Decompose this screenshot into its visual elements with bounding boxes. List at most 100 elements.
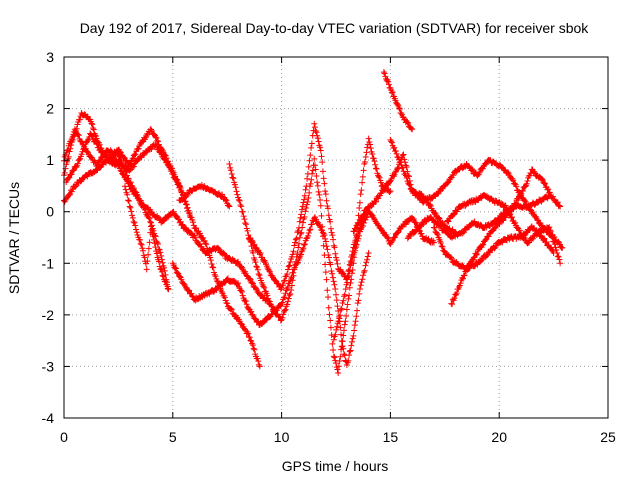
data-point bbox=[303, 183, 310, 190]
data-point bbox=[170, 208, 177, 215]
data-point bbox=[367, 145, 374, 152]
data-point bbox=[399, 152, 406, 159]
x-tick-label: 5 bbox=[169, 429, 177, 445]
data-point bbox=[325, 304, 332, 311]
data-point bbox=[193, 225, 200, 232]
data-point bbox=[396, 105, 403, 112]
data-point bbox=[355, 235, 362, 242]
data-point bbox=[116, 154, 123, 161]
data-point bbox=[449, 301, 456, 308]
data-point bbox=[249, 237, 256, 244]
data-point bbox=[322, 269, 329, 276]
data-point bbox=[360, 269, 367, 276]
data-point bbox=[284, 266, 291, 273]
data-point bbox=[322, 261, 329, 268]
data-point bbox=[354, 300, 361, 307]
data-point bbox=[203, 241, 210, 248]
data-point bbox=[325, 205, 332, 212]
data-point bbox=[508, 214, 515, 221]
data-point bbox=[344, 279, 351, 286]
data-point bbox=[292, 262, 299, 269]
data-point bbox=[181, 281, 188, 288]
data-point bbox=[166, 163, 173, 170]
data-point bbox=[373, 165, 380, 172]
data-point bbox=[356, 285, 363, 292]
data-point bbox=[304, 175, 311, 182]
data-point bbox=[291, 266, 298, 273]
data-point bbox=[371, 158, 378, 165]
data-point bbox=[502, 202, 509, 209]
data-point bbox=[355, 212, 362, 219]
data-point bbox=[148, 127, 155, 134]
data-point bbox=[364, 213, 371, 220]
data-point bbox=[340, 332, 347, 339]
data-point bbox=[473, 250, 480, 257]
data-point bbox=[144, 258, 151, 265]
data-point bbox=[332, 285, 339, 292]
series-5 bbox=[176, 181, 233, 210]
y-tick-label: -2 bbox=[42, 307, 55, 323]
data-point bbox=[431, 224, 438, 231]
data-point bbox=[358, 279, 365, 286]
data-point bbox=[237, 202, 244, 209]
data-point bbox=[363, 149, 370, 156]
data-point bbox=[322, 188, 329, 195]
data-point bbox=[314, 179, 321, 186]
data-point bbox=[268, 302, 275, 309]
data-point bbox=[332, 331, 339, 338]
data-point bbox=[319, 168, 326, 175]
data-point bbox=[459, 275, 466, 282]
y-tick-label: -3 bbox=[42, 358, 55, 374]
data-point bbox=[287, 259, 294, 266]
data-point bbox=[284, 298, 291, 305]
data-point bbox=[249, 279, 256, 286]
data-point bbox=[320, 230, 327, 237]
data-point bbox=[224, 300, 231, 307]
data-point bbox=[482, 236, 489, 243]
data-point bbox=[511, 180, 518, 187]
data-point bbox=[296, 240, 303, 247]
data-point bbox=[552, 244, 559, 251]
data-point bbox=[306, 189, 313, 196]
data-point bbox=[94, 141, 101, 148]
data-point bbox=[397, 159, 404, 166]
data-point bbox=[375, 173, 382, 180]
data-point bbox=[364, 256, 371, 263]
data-point bbox=[324, 246, 331, 253]
data-point bbox=[284, 271, 291, 278]
data-point bbox=[346, 292, 353, 299]
data-point bbox=[292, 258, 299, 265]
data-point bbox=[266, 267, 273, 274]
data-point bbox=[383, 77, 390, 84]
data-point bbox=[358, 187, 365, 194]
data-point bbox=[136, 236, 143, 243]
data-point bbox=[334, 366, 341, 373]
axis-ticks: 0 5 10 15 20 25 -4 -3 -2 -1 0 1 2 3 bbox=[42, 49, 616, 445]
data-point bbox=[360, 219, 367, 226]
data-point bbox=[349, 257, 356, 264]
data-point bbox=[75, 132, 82, 139]
data-point bbox=[330, 236, 337, 243]
data-point bbox=[309, 167, 316, 174]
series-16 bbox=[63, 130, 194, 220]
data-point bbox=[547, 227, 554, 234]
data-point bbox=[264, 292, 271, 299]
data-point bbox=[517, 191, 524, 198]
data-point bbox=[179, 221, 186, 228]
data-point bbox=[559, 244, 566, 251]
data-point bbox=[295, 244, 302, 251]
data-point bbox=[154, 239, 161, 246]
data-point bbox=[328, 268, 335, 275]
data-point bbox=[325, 212, 332, 219]
data-point bbox=[352, 225, 359, 232]
data-point bbox=[353, 313, 360, 320]
data-point bbox=[331, 281, 338, 288]
data-point bbox=[322, 191, 329, 198]
data-point bbox=[311, 120, 318, 127]
data-point bbox=[444, 179, 451, 186]
data-point bbox=[286, 292, 293, 299]
data-point bbox=[197, 230, 203, 237]
data-point bbox=[448, 255, 455, 262]
data-point bbox=[129, 155, 136, 162]
data-point bbox=[405, 120, 412, 127]
